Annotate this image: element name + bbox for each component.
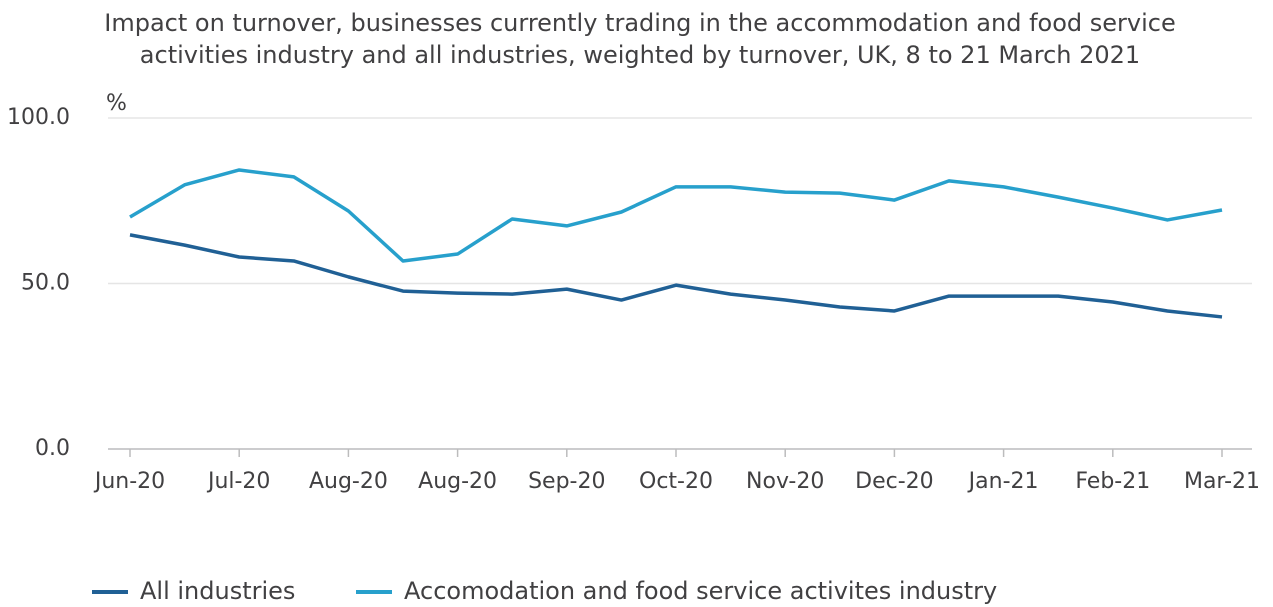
x-tick-label: Jun-20 — [93, 469, 165, 494]
x-tick-label: Aug-20 — [418, 469, 497, 494]
x-tick-label: Mar-21 — [1184, 469, 1260, 494]
x-tick-label: Jan-21 — [967, 469, 1039, 494]
legend-label: All industries — [140, 577, 295, 605]
x-tick-label: Jul-20 — [206, 469, 270, 494]
y-tick-label: 100.0 — [7, 105, 70, 130]
x-tick-label: Oct-20 — [639, 469, 713, 494]
series-line — [129, 233, 1223, 319]
x-tick-label: Feb-21 — [1075, 469, 1150, 494]
chart-title: Impact on turnover, businesses currently… — [104, 9, 1175, 37]
x-tick-label: Nov-20 — [746, 469, 824, 494]
legend-label: Accomodation and food service activites … — [404, 577, 997, 605]
x-tick-label: Sep-20 — [528, 469, 605, 494]
chart-title: activities industry and all industries, … — [140, 41, 1140, 69]
x-tick-label: Aug-20 — [309, 469, 388, 494]
y-tick-label: 50.0 — [21, 271, 70, 296]
series-line — [129, 168, 1223, 263]
y-axis-label: % — [106, 91, 127, 116]
x-tick-label: Dec-20 — [855, 469, 934, 494]
y-tick-label: 0.0 — [35, 436, 70, 461]
